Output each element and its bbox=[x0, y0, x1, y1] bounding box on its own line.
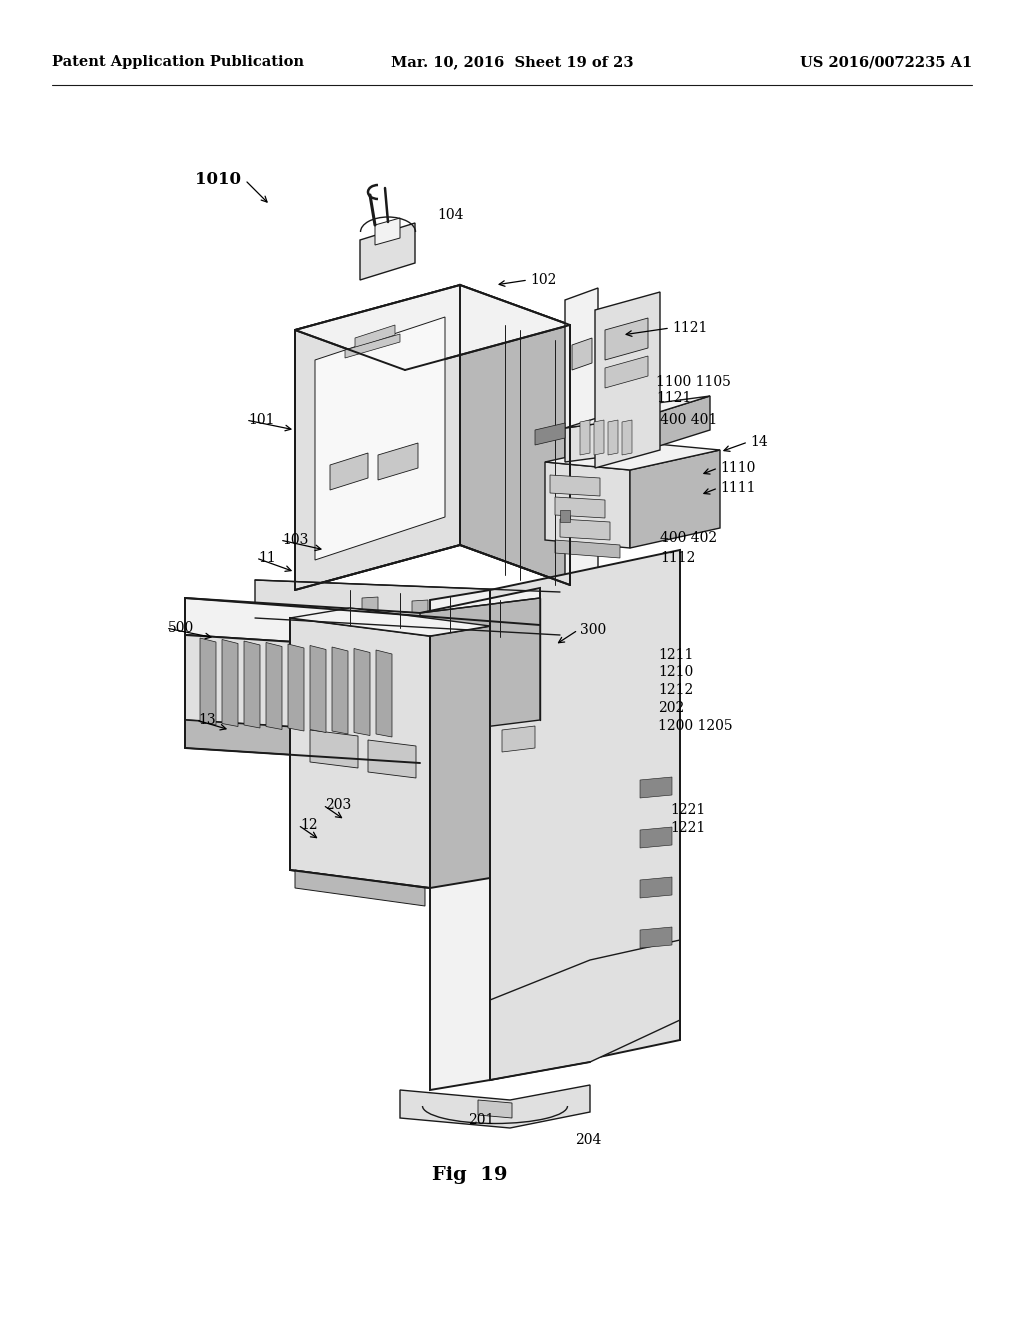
Text: 13: 13 bbox=[198, 713, 216, 727]
Polygon shape bbox=[368, 741, 416, 777]
Polygon shape bbox=[420, 598, 540, 735]
Polygon shape bbox=[478, 1100, 512, 1118]
Polygon shape bbox=[560, 510, 570, 521]
Text: 1110: 1110 bbox=[720, 461, 756, 475]
Polygon shape bbox=[354, 648, 370, 735]
Polygon shape bbox=[555, 498, 605, 517]
Text: US 2016/0072235 A1: US 2016/0072235 A1 bbox=[800, 55, 972, 69]
Text: Mar. 10, 2016  Sheet 19 of 23: Mar. 10, 2016 Sheet 19 of 23 bbox=[391, 55, 633, 69]
Polygon shape bbox=[295, 285, 460, 590]
Text: 1210: 1210 bbox=[658, 665, 693, 678]
Polygon shape bbox=[608, 420, 618, 455]
Text: 104: 104 bbox=[437, 209, 464, 222]
Polygon shape bbox=[545, 442, 720, 470]
Polygon shape bbox=[266, 643, 282, 730]
Text: 1112: 1112 bbox=[660, 550, 695, 565]
Polygon shape bbox=[605, 318, 648, 360]
Polygon shape bbox=[580, 420, 590, 455]
Text: 101: 101 bbox=[248, 413, 274, 426]
Polygon shape bbox=[295, 285, 570, 370]
Polygon shape bbox=[200, 638, 216, 725]
Text: 1010: 1010 bbox=[195, 172, 241, 189]
Text: 202: 202 bbox=[658, 701, 684, 715]
Text: 1121: 1121 bbox=[672, 321, 708, 335]
Polygon shape bbox=[412, 601, 428, 618]
Polygon shape bbox=[572, 338, 592, 370]
Text: 201: 201 bbox=[468, 1113, 495, 1127]
Polygon shape bbox=[502, 726, 535, 752]
Polygon shape bbox=[460, 285, 570, 585]
Polygon shape bbox=[222, 639, 238, 726]
Polygon shape bbox=[360, 223, 415, 280]
Polygon shape bbox=[290, 618, 430, 888]
Text: 1212: 1212 bbox=[658, 682, 693, 697]
Polygon shape bbox=[490, 550, 680, 1080]
Polygon shape bbox=[595, 292, 660, 469]
Polygon shape bbox=[362, 597, 378, 615]
Text: 12: 12 bbox=[300, 818, 317, 832]
Polygon shape bbox=[310, 730, 358, 768]
Polygon shape bbox=[185, 635, 420, 735]
Text: 1111: 1111 bbox=[720, 480, 756, 495]
Polygon shape bbox=[640, 396, 710, 451]
Polygon shape bbox=[555, 540, 620, 558]
Polygon shape bbox=[640, 927, 672, 948]
Polygon shape bbox=[288, 644, 304, 731]
Polygon shape bbox=[640, 876, 672, 898]
Text: 300: 300 bbox=[580, 623, 606, 638]
Polygon shape bbox=[315, 317, 445, 560]
Text: 103: 103 bbox=[282, 533, 308, 546]
Text: 14: 14 bbox=[750, 436, 768, 449]
Polygon shape bbox=[244, 642, 260, 729]
Text: 1200 1205: 1200 1205 bbox=[658, 719, 732, 733]
Polygon shape bbox=[255, 605, 560, 635]
Polygon shape bbox=[560, 519, 610, 540]
Polygon shape bbox=[378, 444, 418, 480]
Polygon shape bbox=[185, 587, 540, 649]
Text: 1221: 1221 bbox=[670, 803, 706, 817]
Text: 102: 102 bbox=[530, 273, 556, 286]
Polygon shape bbox=[376, 649, 392, 737]
Polygon shape bbox=[535, 422, 565, 445]
Polygon shape bbox=[400, 1085, 590, 1129]
Polygon shape bbox=[605, 356, 648, 388]
Polygon shape bbox=[565, 288, 598, 579]
Polygon shape bbox=[290, 609, 490, 636]
Text: 400 401: 400 401 bbox=[660, 413, 717, 426]
Polygon shape bbox=[332, 647, 348, 734]
Polygon shape bbox=[430, 626, 490, 888]
Polygon shape bbox=[310, 645, 326, 733]
Text: 203: 203 bbox=[325, 799, 351, 812]
Polygon shape bbox=[565, 418, 640, 462]
Text: 400 402: 400 402 bbox=[660, 531, 717, 545]
Polygon shape bbox=[502, 682, 535, 710]
Polygon shape bbox=[330, 453, 368, 490]
Polygon shape bbox=[295, 870, 425, 906]
Text: Patent Application Publication: Patent Application Publication bbox=[52, 55, 304, 69]
Polygon shape bbox=[375, 218, 400, 246]
Polygon shape bbox=[430, 590, 490, 1090]
Polygon shape bbox=[640, 828, 672, 847]
Polygon shape bbox=[594, 420, 604, 455]
Polygon shape bbox=[185, 719, 420, 763]
Polygon shape bbox=[640, 777, 672, 799]
Polygon shape bbox=[255, 579, 565, 620]
Polygon shape bbox=[345, 334, 400, 358]
Polygon shape bbox=[185, 635, 275, 729]
Polygon shape bbox=[630, 450, 720, 548]
Polygon shape bbox=[355, 325, 395, 348]
Polygon shape bbox=[565, 396, 710, 428]
Text: 1221: 1221 bbox=[670, 821, 706, 836]
Text: 204: 204 bbox=[575, 1133, 601, 1147]
Text: 1211: 1211 bbox=[658, 648, 693, 663]
Text: 500: 500 bbox=[168, 620, 195, 635]
Polygon shape bbox=[622, 420, 632, 455]
Text: 11: 11 bbox=[258, 550, 275, 565]
Text: 1100 1105: 1100 1105 bbox=[656, 375, 731, 389]
Polygon shape bbox=[545, 462, 630, 548]
Text: Fig  19: Fig 19 bbox=[432, 1166, 508, 1184]
Text: 1121: 1121 bbox=[656, 391, 691, 405]
Polygon shape bbox=[550, 475, 600, 496]
Polygon shape bbox=[490, 940, 680, 1080]
